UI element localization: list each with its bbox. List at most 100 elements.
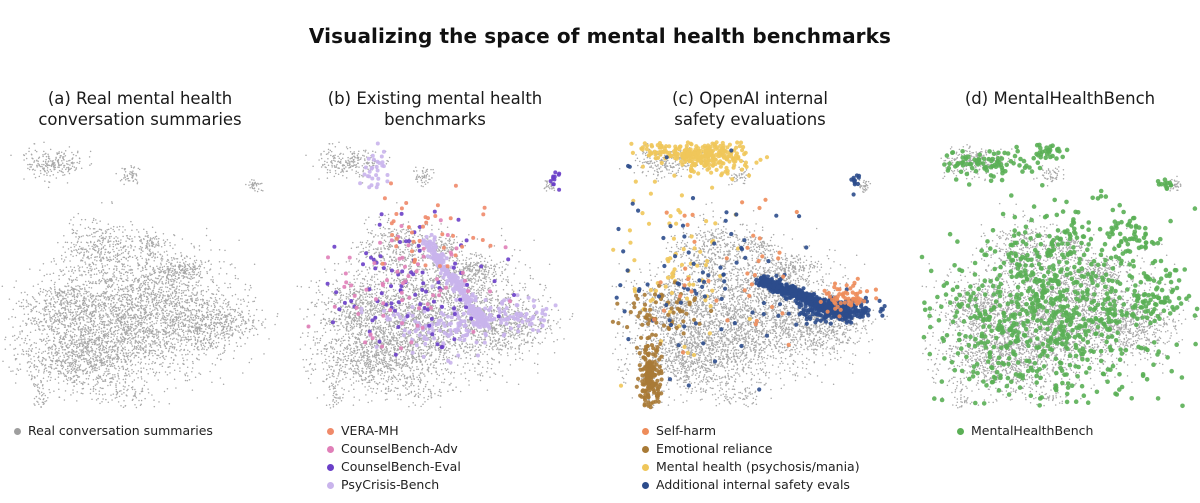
background-point (72, 224, 74, 226)
background-point (36, 375, 39, 377)
background-point (142, 299, 144, 302)
background-point (193, 276, 195, 279)
background-point (60, 364, 62, 367)
background-point (48, 365, 50, 368)
background-point (180, 325, 183, 328)
background-point (171, 332, 173, 334)
background-point (72, 289, 74, 291)
background-point (129, 316, 131, 319)
background-point (146, 239, 149, 242)
background-point (169, 337, 172, 340)
background-point (118, 290, 120, 292)
background-point (211, 327, 214, 330)
background-point (190, 312, 193, 315)
background-point (124, 346, 126, 348)
background-point (62, 174, 64, 177)
background-point (138, 322, 140, 324)
background-point (153, 341, 156, 343)
background-point (220, 318, 223, 320)
background-point (199, 328, 202, 330)
background-point (101, 201, 103, 204)
background-point (123, 322, 126, 325)
background-point (107, 353, 110, 356)
background-point (161, 333, 164, 335)
background-point (149, 237, 152, 239)
background-point (149, 238, 152, 241)
background-point (83, 342, 86, 344)
background-point (152, 255, 155, 257)
background-point (147, 297, 149, 300)
background-point (101, 241, 104, 244)
background-point (162, 294, 164, 296)
background-point (128, 334, 130, 336)
background-point (126, 389, 128, 392)
background-point (52, 174, 55, 176)
background-point (61, 168, 64, 170)
background-point (83, 287, 86, 289)
background-point (91, 338, 94, 341)
background-point (79, 354, 81, 357)
background-point (187, 288, 189, 290)
background-point (53, 286, 56, 288)
background-point (116, 255, 119, 257)
background-point (190, 317, 193, 319)
background-point (214, 335, 216, 337)
background-point (160, 322, 162, 324)
background-point (149, 343, 152, 345)
background-point (151, 368, 154, 370)
background-point (82, 247, 84, 249)
background-point (131, 300, 133, 303)
background-point (113, 367, 116, 369)
background-point (236, 345, 239, 348)
background-point (127, 259, 129, 262)
background-point (22, 298, 25, 301)
background-point (100, 309, 102, 312)
background-point (142, 267, 144, 270)
background-point (90, 314, 93, 316)
background-point (268, 338, 270, 340)
background-point (93, 231, 95, 234)
background-point (100, 316, 102, 319)
background-point (78, 289, 80, 292)
background-point (229, 264, 232, 266)
background-point (58, 320, 61, 323)
background-point (118, 357, 121, 359)
background-point (60, 340, 63, 343)
background-point (73, 324, 76, 327)
background-point (49, 273, 51, 275)
background-point (242, 372, 244, 374)
background-point (110, 312, 112, 314)
background-point (194, 376, 197, 379)
background-point (14, 382, 17, 384)
background-point (131, 223, 134, 226)
background-point (205, 328, 207, 330)
background-point (198, 329, 201, 331)
background-point (106, 290, 108, 293)
background-point (40, 395, 43, 397)
background-point (187, 349, 189, 352)
background-point (97, 355, 99, 357)
background-point (162, 239, 165, 241)
background-point (193, 301, 196, 304)
background-point (85, 324, 87, 327)
background-point (213, 321, 215, 324)
background-point (108, 363, 111, 366)
background-point (97, 299, 99, 301)
background-point (99, 361, 101, 364)
background-point (126, 312, 129, 314)
background-point (59, 336, 61, 339)
background-point (49, 168, 52, 171)
background-point (80, 294, 83, 297)
background-point (67, 355, 70, 358)
background-point (71, 232, 74, 235)
background-point (116, 226, 118, 228)
background-point (199, 341, 202, 343)
background-point (109, 295, 111, 298)
background-point (48, 326, 50, 329)
background-point (40, 362, 43, 365)
background-point (78, 268, 80, 270)
background-point (163, 344, 166, 346)
background-point (179, 340, 182, 342)
background-point (68, 160, 70, 162)
background-point (145, 368, 148, 371)
